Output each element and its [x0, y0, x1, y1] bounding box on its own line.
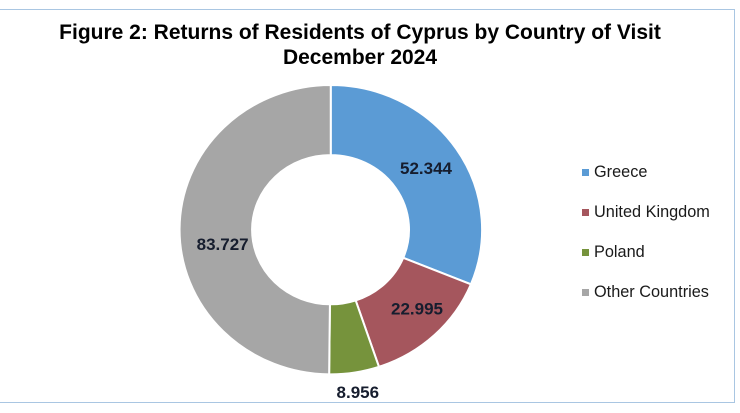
svg-text:52.344: 52.344: [400, 159, 453, 178]
svg-text:8.956: 8.956: [337, 383, 380, 402]
svg-text:22.995: 22.995: [391, 300, 443, 319]
svg-text:83.727: 83.727: [197, 235, 249, 254]
